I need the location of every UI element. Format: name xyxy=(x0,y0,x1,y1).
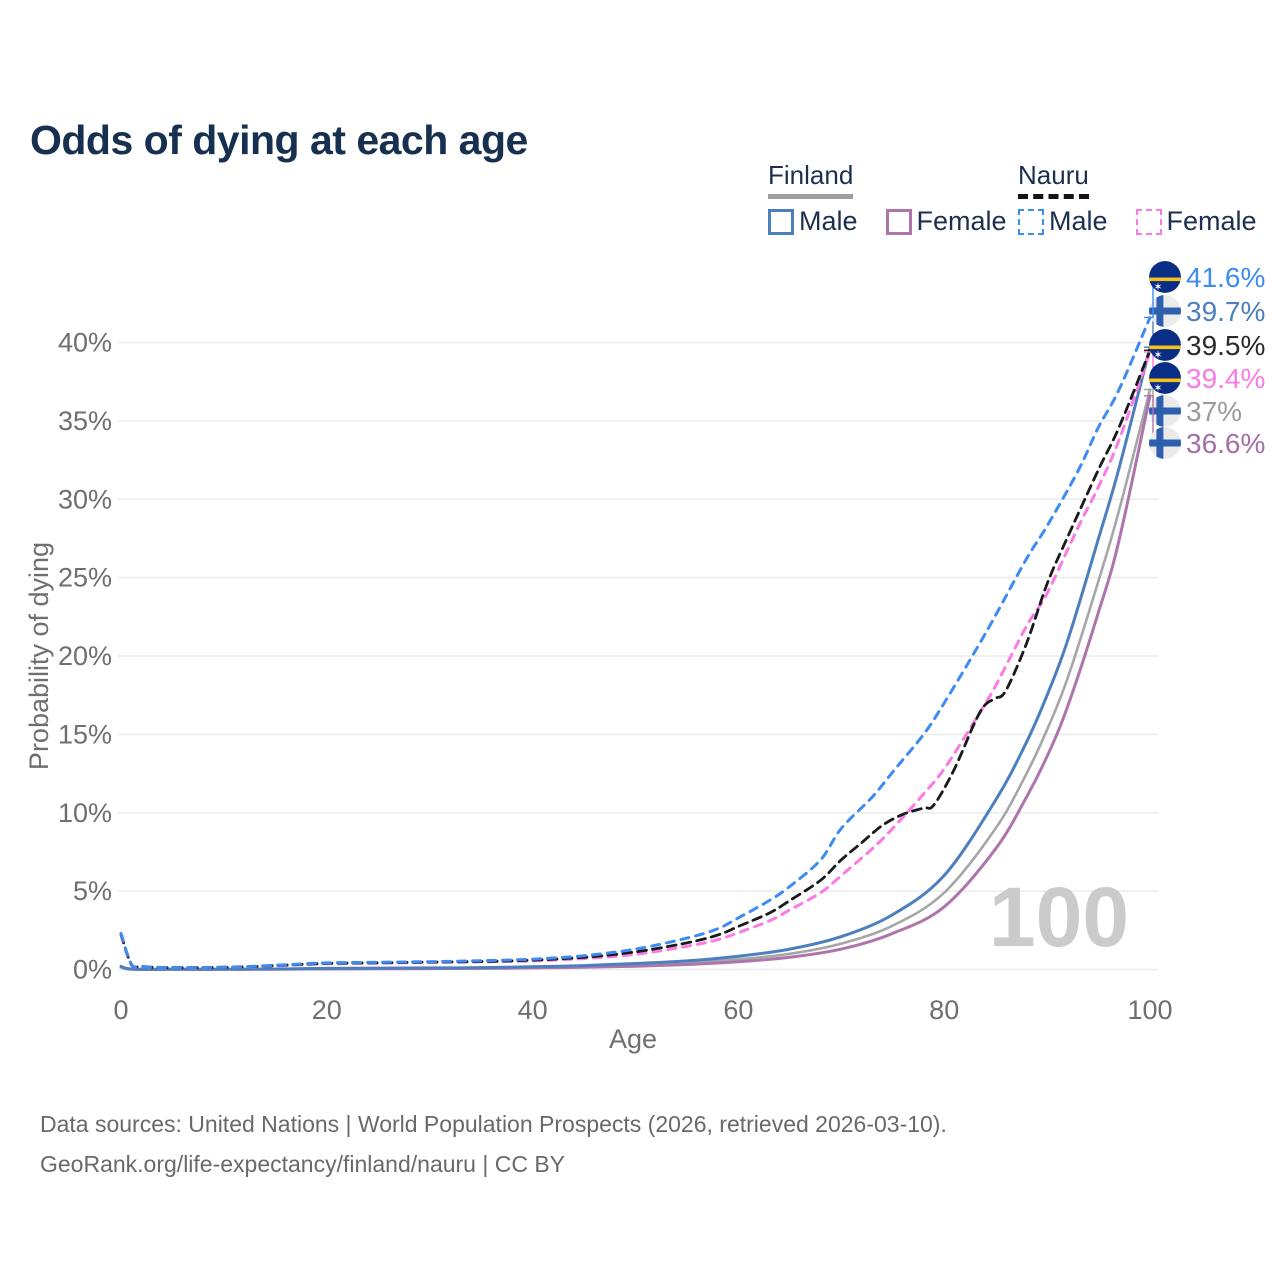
legend-item-finland-male[interactable]: Male xyxy=(768,206,858,237)
y-tick-label-5: 5% xyxy=(73,876,112,906)
y-tick-label-15: 15% xyxy=(58,719,112,749)
x-tick-label-60: 60 xyxy=(723,995,753,1025)
y-tick-label-10: 10% xyxy=(58,798,112,828)
nauru-flag-icon: ✶ xyxy=(1149,261,1181,294)
legend-country-finland: Finland xyxy=(768,160,854,199)
finland-flag-icon xyxy=(1149,295,1181,327)
x-tick-label-100: 100 xyxy=(1127,995,1172,1025)
y-axis-title: Probability of dying xyxy=(24,542,54,770)
legend-item-nauru-male[interactable]: Male xyxy=(1018,206,1108,237)
legend-label-nauru-female: Female xyxy=(1166,206,1257,236)
x-tick-label-0: 0 xyxy=(113,995,128,1025)
svg-text:✶: ✶ xyxy=(1153,382,1162,395)
x-tick-label-80: 80 xyxy=(929,995,959,1025)
series-line-nauru-male xyxy=(119,315,1152,970)
age-watermark: 100 xyxy=(989,870,1129,964)
x-tick-label-40: 40 xyxy=(518,995,548,1025)
end-value-label-finland-female: 36.6% xyxy=(1186,428,1265,459)
finland-flag-icon xyxy=(1149,395,1181,427)
footer-source-line: Data sources: United Nations | World Pop… xyxy=(40,1111,947,1137)
legend-group-nauru: Nauru Male Female xyxy=(1018,160,1257,237)
legend-checkbox-finland-male[interactable] xyxy=(768,208,794,235)
series-line-nauru-female xyxy=(119,350,1152,970)
legend-label-finland-female: Female xyxy=(916,206,1007,236)
legend-item-finland-female[interactable]: Female xyxy=(885,206,1007,237)
svg-text:✶: ✶ xyxy=(1153,349,1162,362)
x-axis-title: Age xyxy=(609,1024,657,1054)
y-tick-label-0: 0% xyxy=(73,955,112,985)
finland-flag-icon xyxy=(1149,427,1181,459)
y-tick-label-35: 35% xyxy=(58,406,112,436)
svg-text:✶: ✶ xyxy=(1153,281,1162,294)
footer-link-line: GeoRank.org/life-expectancy/finland/naur… xyxy=(40,1151,566,1177)
end-value-label-finland-male: 39.7% xyxy=(1186,296,1265,327)
footer: Data sources: United Nations | World Pop… xyxy=(40,1104,947,1184)
end-value-label-nauru-female: 39.4% xyxy=(1186,363,1265,394)
y-tick-label-20: 20% xyxy=(58,641,112,671)
series-line-finland-male xyxy=(119,345,1152,971)
legend-item-nauru-female[interactable]: Female xyxy=(1135,206,1257,237)
end-value-label-finland-total: 37% xyxy=(1186,396,1242,427)
x-tick-label-20: 20 xyxy=(312,995,342,1025)
y-tick-label-40: 40% xyxy=(58,328,112,358)
legend-group-finland: Finland Male Female xyxy=(768,160,1007,237)
end-value-label-nauru-total: 39.5% xyxy=(1186,330,1265,361)
y-tick-label-30: 30% xyxy=(58,484,112,514)
nauru-flag-icon: ✶ xyxy=(1149,329,1181,362)
legend-label-finland-male: Male xyxy=(799,206,858,236)
y-tick-label-25: 25% xyxy=(58,563,112,593)
legend-label-nauru-male: Male xyxy=(1049,206,1108,236)
nauru-flag-icon: ✶ xyxy=(1149,362,1181,395)
legend-checkbox-nauru-male[interactable] xyxy=(1018,208,1044,235)
end-value-label-nauru-male: 41.6% xyxy=(1186,262,1265,293)
legend-checkbox-nauru-female[interactable] xyxy=(1135,208,1162,235)
page-title: Odds of dying at each age xyxy=(30,117,528,164)
legend-country-nauru: Nauru xyxy=(1018,160,1089,199)
legend-checkbox-finland-female[interactable] xyxy=(885,208,912,235)
